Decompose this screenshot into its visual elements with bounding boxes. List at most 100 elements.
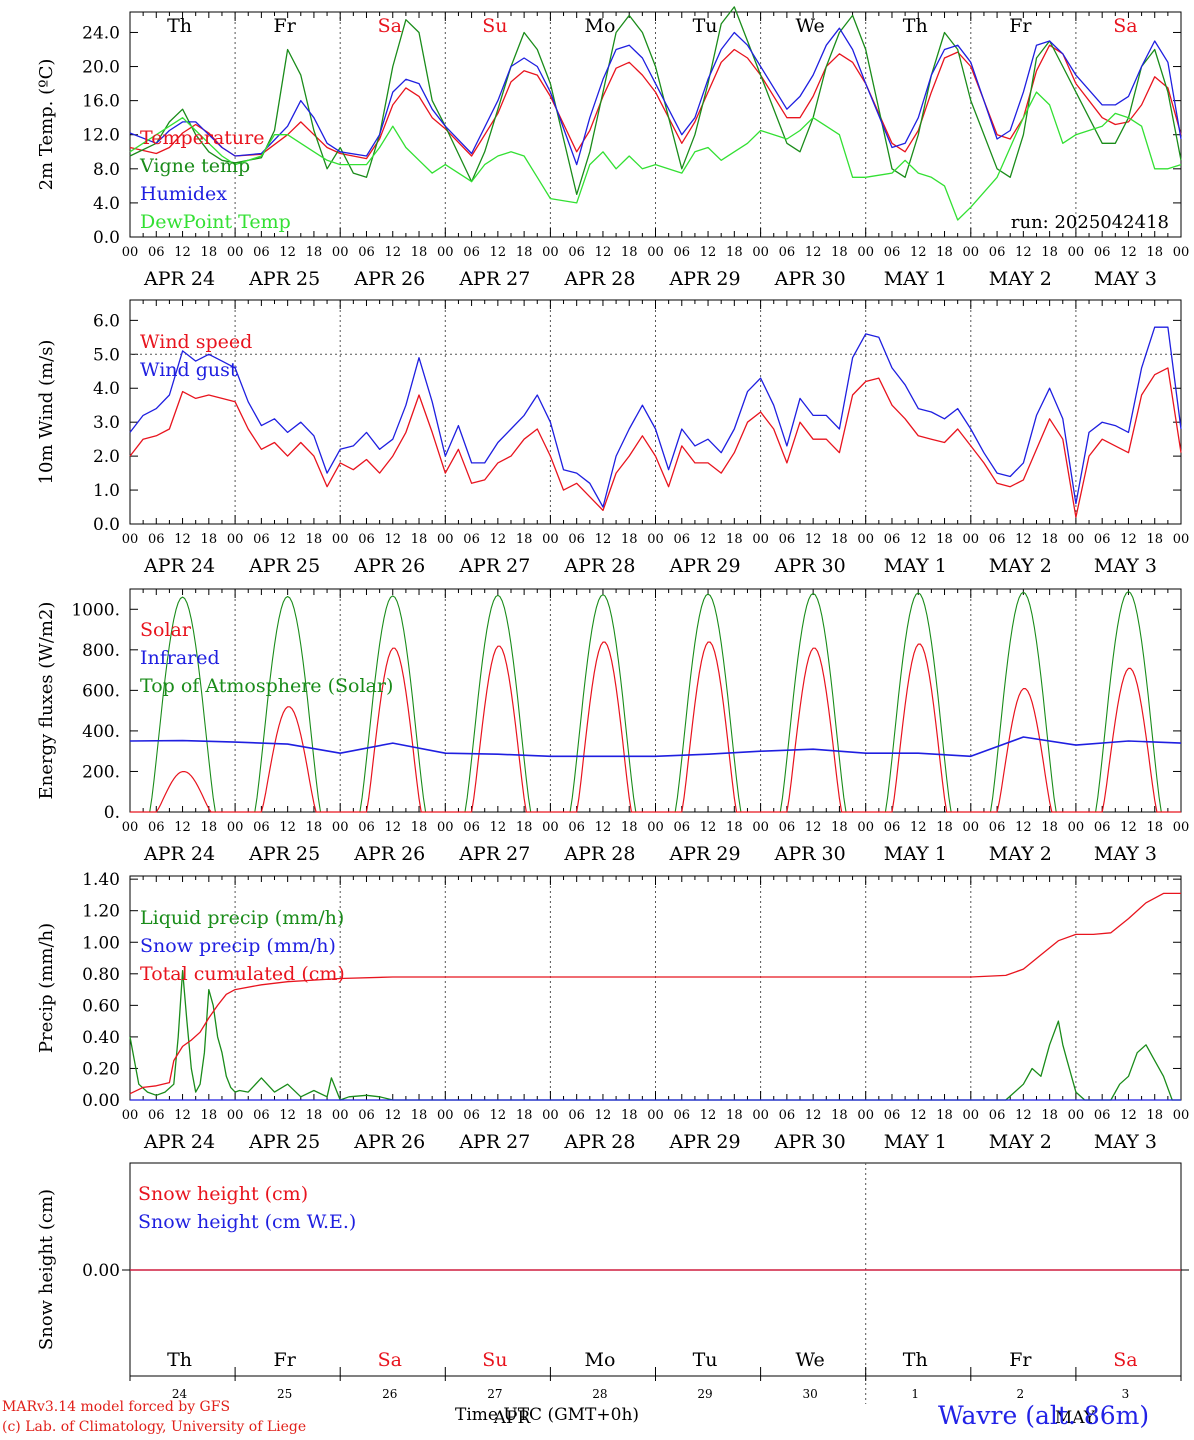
hour-tick-label: 06 [1094, 245, 1111, 260]
station-label: Wavre (alt. 86m) [938, 1401, 1150, 1430]
legend-entry: Temperature [140, 127, 264, 149]
y-tick-label: 0.0 [93, 515, 120, 535]
toa-solar-curve [655, 593, 761, 813]
toa-solar-curve [235, 595, 341, 813]
legend-entry: Humidex [140, 183, 227, 205]
series-line-liquid-precip-mm-h- [129, 969, 1181, 1101]
hour-tick-label: 06 [674, 1108, 691, 1123]
day-name-label: Th [167, 1349, 192, 1371]
date-label: MAY 1 [884, 268, 947, 290]
hour-tick-label: 12 [1120, 1108, 1137, 1123]
hour-tick-label: 00 [1173, 532, 1190, 547]
hour-tick-label: 06 [779, 820, 796, 835]
date-label: MAY 2 [989, 1131, 1052, 1153]
y-tick-label: 1.00 [82, 933, 120, 953]
date-label: APR 27 [458, 843, 530, 865]
date-label: APR 28 [563, 843, 635, 865]
day-name-label: Mo [584, 1349, 615, 1371]
date-label: APR 24 [143, 843, 215, 865]
hour-tick-label: 12 [384, 1108, 401, 1123]
hour-tick-label: 18 [201, 245, 218, 260]
hour-tick-label: 00 [437, 245, 454, 260]
hour-tick-label: 18 [621, 245, 638, 260]
hour-tick-label: 00 [332, 1108, 349, 1123]
hour-tick-label: 12 [595, 245, 612, 260]
hour-tick-label: 12 [700, 532, 717, 547]
hour-tick-label: 06 [568, 1108, 585, 1123]
day-name-label: Sa [1113, 15, 1137, 37]
hour-tick-label: 18 [1146, 1108, 1163, 1123]
y-tick-label: 0.20 [82, 1059, 120, 1079]
hour-tick-label: 00 [1068, 245, 1085, 260]
hour-tick-label: 06 [253, 245, 270, 260]
hour-tick-label: 06 [884, 532, 901, 547]
legend-entry: Liquid precip (mm/h) [140, 907, 344, 929]
y-tick-label: 1.20 [82, 902, 120, 922]
legend-entry: Wind speed [140, 331, 252, 353]
hour-tick-label: 12 [805, 532, 822, 547]
hour-tick-label: 18 [1041, 820, 1058, 835]
hour-tick-label: 00 [752, 1108, 769, 1123]
day-name-label: Su [482, 15, 507, 37]
series-line-temperature [129, 44, 1182, 160]
hour-tick-label: 18 [516, 820, 533, 835]
hour-tick-label: 00 [1068, 1108, 1085, 1123]
day-name-label: Sa [378, 1349, 402, 1371]
hour-tick-label: 00 [857, 1108, 874, 1123]
hour-tick-label: 12 [1015, 532, 1032, 547]
month-label: APR [493, 1408, 532, 1428]
hour-tick-label: 00 [122, 1108, 139, 1123]
hour-tick-label: 06 [358, 532, 375, 547]
date-label: APR 26 [353, 268, 425, 290]
series-line-vigne-temp [129, 6, 1182, 196]
date-label: MAY 1 [884, 555, 947, 577]
legend-entry: Vigne temp [139, 155, 250, 177]
hour-tick-label: 00 [437, 820, 454, 835]
hour-tick-label: 12 [490, 1108, 507, 1123]
hour-tick-label: 06 [253, 1108, 270, 1123]
hour-tick-label: 00 [1173, 820, 1190, 835]
hour-tick-label: 18 [306, 1108, 323, 1123]
hour-tick-label: 18 [831, 820, 848, 835]
date-label: MAY 3 [1094, 555, 1157, 577]
hour-tick-label: 12 [174, 820, 191, 835]
date-label: APR 24 [143, 555, 215, 577]
hour-tick-label: 18 [1041, 532, 1058, 547]
date-label: MAY 3 [1094, 268, 1157, 290]
toa-solar-curve [865, 592, 971, 813]
legend-entry: Infrared [140, 647, 220, 669]
date-label: APR 29 [669, 268, 741, 290]
hour-tick-label: 18 [831, 1108, 848, 1123]
y-tick-label: 4.0 [93, 379, 120, 399]
hour-tick-label: 06 [674, 820, 691, 835]
hour-tick-label: 12 [1120, 245, 1137, 260]
hour-tick-label: 00 [752, 245, 769, 260]
date-label: APR 27 [458, 555, 530, 577]
date-label: MAY 3 [1094, 1131, 1157, 1153]
y-tick-label: 5.0 [93, 345, 120, 365]
date-label: APR 30 [774, 555, 846, 577]
y-tick-label: 1000. [71, 600, 120, 620]
solar-curve [550, 641, 656, 813]
hour-tick-label: 18 [621, 820, 638, 835]
hour-tick-label: 00 [752, 532, 769, 547]
solar-curve [655, 641, 761, 813]
hour-tick-label: 18 [726, 245, 743, 260]
day-name-label: Tu [693, 15, 718, 37]
solar-curve [865, 643, 971, 813]
run-label: run: 2025042418 [1011, 212, 1169, 233]
hour-tick-label: 06 [463, 820, 480, 835]
day-name-label: Tu [693, 1349, 718, 1371]
hour-tick-label: 18 [831, 245, 848, 260]
hour-tick-label: 12 [174, 245, 191, 260]
hour-tick-label: 12 [384, 820, 401, 835]
hour-tick-label: 00 [647, 245, 664, 260]
hour-tick-label: 06 [148, 532, 165, 547]
hour-tick-label: 12 [384, 245, 401, 260]
y-tick-label: 16.0 [82, 92, 120, 112]
hour-tick-label: 18 [936, 532, 953, 547]
date-label: APR 28 [563, 555, 635, 577]
hour-tick-label: 06 [989, 1108, 1006, 1123]
hour-tick-label: 18 [726, 820, 743, 835]
y-tick-label: 0.0 [93, 228, 120, 248]
